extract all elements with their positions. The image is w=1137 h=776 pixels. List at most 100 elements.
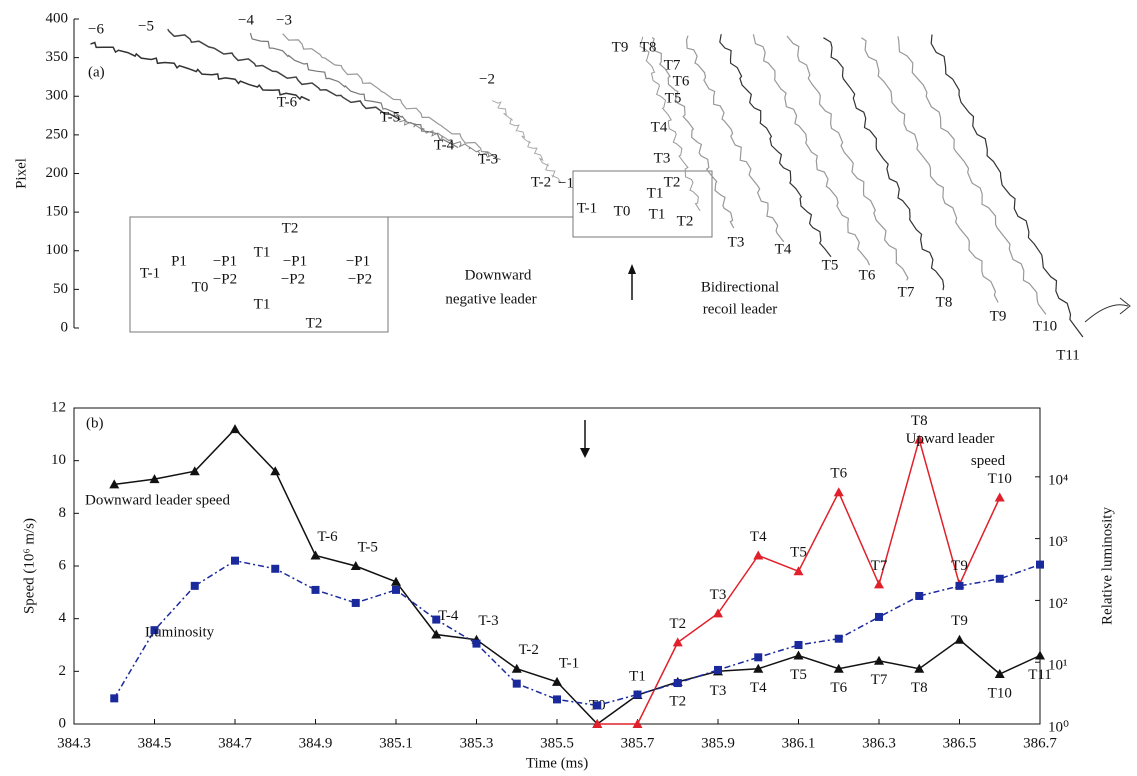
- annotation: −P1: [213, 253, 237, 269]
- series-name-line: speed: [971, 453, 1006, 469]
- plot-frame: [73, 407, 1041, 725]
- marker: [552, 676, 562, 686]
- marker: [955, 581, 964, 590]
- leader-track: [823, 37, 945, 291]
- annotation: T-2: [531, 174, 551, 190]
- point-label: T4: [750, 529, 767, 545]
- y2-axis-label: Relative luminosity: [1099, 507, 1115, 625]
- marker: [753, 663, 764, 673]
- x-axis-label: Time (ms): [526, 755, 588, 771]
- leader-track: [90, 41, 311, 102]
- y2-tick-label: 10⁰: [1048, 719, 1069, 735]
- annotation: T4: [775, 241, 792, 257]
- marker: [109, 479, 120, 489]
- series-line: [114, 428, 1041, 725]
- leader-track: [719, 34, 832, 258]
- marker: [793, 650, 804, 660]
- point-label: T2: [669, 616, 686, 632]
- y-tick-label: 0: [59, 715, 67, 731]
- annotation: T0: [192, 279, 209, 295]
- marker: [190, 581, 199, 590]
- point-label: T4: [750, 680, 767, 696]
- marker: [874, 655, 884, 665]
- series-name-line: Upward leader: [906, 431, 995, 447]
- annotation: Bidirectional: [701, 279, 779, 295]
- inset-box: [129, 216, 389, 333]
- annotation: −P2: [348, 271, 372, 287]
- leader-track: [249, 32, 459, 149]
- marker: [833, 487, 844, 497]
- series-name: Downward leader speed: [85, 492, 230, 508]
- annotation: T5: [822, 257, 839, 273]
- x-tick-label: 386.5: [943, 735, 977, 751]
- annotation: −3: [276, 12, 292, 28]
- annotation: −5: [138, 18, 154, 34]
- annotation: T-6: [277, 94, 298, 110]
- leader-track: [491, 100, 562, 184]
- y-tick-label: 10: [51, 452, 66, 468]
- point-label: T8: [911, 413, 928, 429]
- point-label: T5: [790, 667, 807, 683]
- y-tick-label: 300: [46, 88, 69, 104]
- annotation: T0: [614, 203, 631, 219]
- annotation: T2: [664, 174, 681, 190]
- point-label: T5: [790, 545, 807, 561]
- series-line: [113, 559, 1041, 707]
- annotation: T9: [612, 39, 629, 55]
- annotation: −P1: [346, 253, 370, 269]
- leader-track: [752, 34, 871, 266]
- x-tick-label: 386.3: [862, 735, 896, 751]
- marker: [714, 665, 722, 674]
- x-tick-label: 385.5: [540, 735, 574, 751]
- leader-track: [639, 36, 701, 212]
- annotation: T8: [640, 39, 657, 55]
- marker: [311, 585, 320, 594]
- marker: [512, 679, 521, 688]
- x-tick-label: 384.5: [138, 735, 172, 751]
- leader-track: [685, 35, 785, 243]
- y-tick-label: 150: [46, 204, 69, 220]
- y-tick-label: 6: [59, 557, 67, 573]
- annotation: negative leader: [445, 291, 536, 307]
- y-tick-label: 400: [46, 10, 69, 26]
- point-label: T-2: [519, 642, 539, 658]
- zoom-box: [572, 170, 713, 238]
- x-tick-label: 385.9: [701, 735, 735, 751]
- annotation: −2: [479, 71, 495, 87]
- annotation: T-1: [577, 200, 597, 216]
- marker: [270, 466, 281, 476]
- point-label: T-4: [438, 608, 459, 624]
- y2-tick-label: 10³: [1048, 534, 1068, 550]
- leader-track: [282, 33, 501, 161]
- marker: [915, 591, 924, 600]
- x-tick-label: 386.7: [1023, 735, 1057, 751]
- y-tick-label: 250: [46, 126, 69, 142]
- point-label: T3: [710, 587, 727, 603]
- marker: [271, 564, 280, 573]
- marker: [150, 626, 159, 635]
- leader-track: [860, 37, 999, 303]
- x-tick-label: 384.9: [299, 735, 333, 751]
- annotation: T-5: [380, 109, 400, 125]
- annotation: −P1: [283, 253, 307, 269]
- marker: [310, 550, 321, 560]
- leader-track: [651, 36, 735, 229]
- marker: [189, 466, 200, 476]
- leader-track: [786, 35, 909, 281]
- marker: [592, 719, 603, 728]
- marker: [110, 694, 119, 703]
- x-tick-label: 385.7: [621, 735, 655, 751]
- marker: [834, 634, 843, 643]
- y-axis-label: Speed (10⁶ m/s): [21, 518, 37, 614]
- annotation: T6: [859, 267, 876, 283]
- annotation: T2: [306, 315, 323, 331]
- marker: [833, 663, 844, 673]
- annotation: T3: [728, 234, 745, 250]
- point-label: T-3: [478, 613, 498, 629]
- arrow: [1084, 297, 1131, 323]
- series-name: Luminosity: [145, 624, 215, 640]
- annotation: T1: [647, 185, 664, 201]
- y2-tick-label: 10⁴: [1048, 472, 1068, 488]
- marker: [431, 629, 442, 639]
- point-label: T7: [871, 558, 888, 574]
